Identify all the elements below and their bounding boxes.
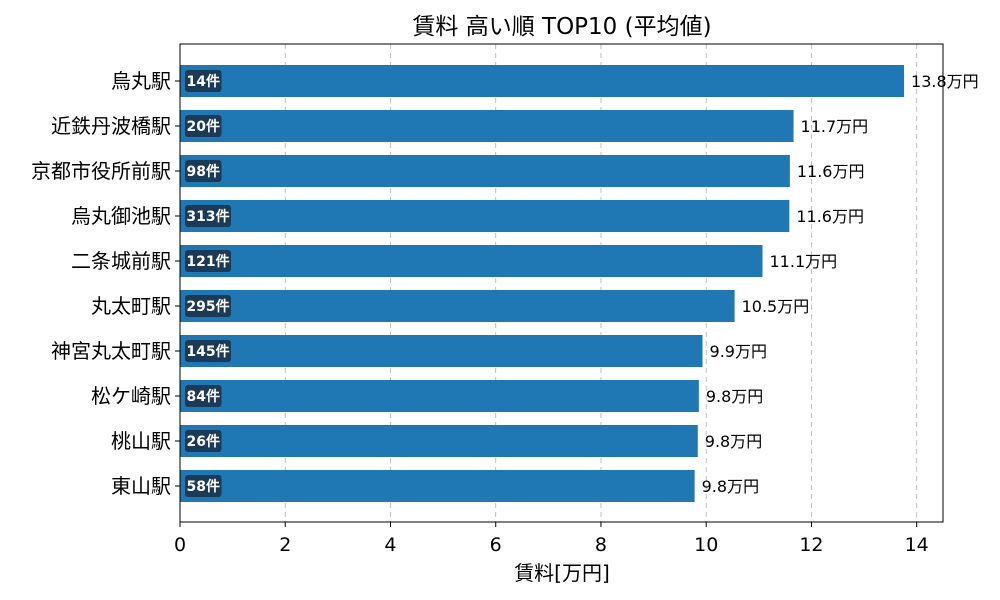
value-label: 11.7万円 [801, 117, 869, 136]
x-tick-label: 12 [799, 534, 823, 556]
value-label: 11.1万円 [770, 252, 838, 271]
y-tick-label: 神宮丸太町駅 [51, 339, 171, 363]
value-label: 9.9万円 [710, 342, 767, 361]
count-badge [185, 115, 222, 137]
bar [180, 110, 794, 142]
value-label: 10.5万円 [742, 297, 810, 316]
y-tick-label: 近鉄丹波橋駅 [51, 114, 171, 138]
x-tick-label: 6 [490, 534, 502, 556]
count-badge [185, 340, 231, 362]
count-badge [185, 70, 222, 92]
bar [180, 200, 790, 232]
bar [180, 380, 699, 412]
y-tick-label: 丸太町駅 [91, 294, 171, 318]
x-tick-label: 2 [279, 534, 291, 556]
bar [180, 470, 695, 502]
count-label: 84件 [187, 388, 220, 405]
bars: 13.8万円 14件 11.7万円 20件 11.6万円 98件 11.6万円 313件 11.… [180, 65, 979, 502]
bar [180, 425, 698, 457]
bar [180, 335, 703, 367]
count-badge [185, 430, 222, 452]
bar [180, 155, 790, 187]
count-label: 145件 [186, 343, 229, 360]
count-label: 295件 [186, 298, 229, 315]
y-tick-label: 東山駅 [111, 474, 171, 498]
count-badge [185, 205, 231, 227]
plot-frame [179, 43, 944, 523]
bar [180, 245, 763, 277]
y-tick-label: 烏丸御池駅 [71, 204, 171, 228]
value-label: 11.6万円 [796, 207, 864, 226]
axes: 0 2 4 6 8 10 12 14 烏丸駅近鉄丹波橋駅京都市役所前駅烏丸御池駅二条城前駅丸太町… [31, 69, 929, 556]
count-label: 58件 [187, 478, 220, 495]
value-label: 13.8万円 [911, 72, 979, 91]
count-badge [185, 250, 231, 272]
bar [180, 65, 905, 97]
count-badge [185, 295, 231, 317]
y-tick-label: 烏丸駅 [111, 69, 171, 93]
x-axis-label: 賃料[万円] [514, 561, 610, 585]
x-tick-label: 14 [905, 534, 929, 556]
y-tick-label: 松ケ崎駅 [91, 384, 171, 408]
x-tick-label: 8 [595, 534, 607, 556]
bar [180, 290, 735, 322]
x-tick-label: 0 [174, 534, 186, 556]
chart-title: 賃料 高い順 TOP10 (平均値) [412, 14, 711, 40]
count-label: 98件 [187, 163, 220, 180]
count-label: 14件 [187, 73, 220, 90]
x-tick-label: 10 [694, 534, 718, 556]
count-badge [185, 475, 222, 497]
value-label: 9.8万円 [702, 477, 759, 496]
y-tick-label: 桃山駅 [111, 429, 171, 453]
count-badge [185, 160, 222, 182]
x-tick-label: 4 [384, 534, 396, 556]
count-label: 26件 [187, 433, 220, 450]
value-label: 11.6万円 [797, 162, 865, 181]
value-label: 9.8万円 [706, 387, 763, 406]
count-label: 121件 [186, 253, 229, 270]
value-label: 9.8万円 [705, 432, 762, 451]
count-label: 313件 [186, 208, 229, 225]
y-tick-label: 京都市役所前駅 [31, 159, 171, 183]
count-label: 20件 [187, 118, 220, 135]
y-tick-label: 二条城前駅 [71, 249, 171, 273]
count-badge [185, 385, 222, 407]
